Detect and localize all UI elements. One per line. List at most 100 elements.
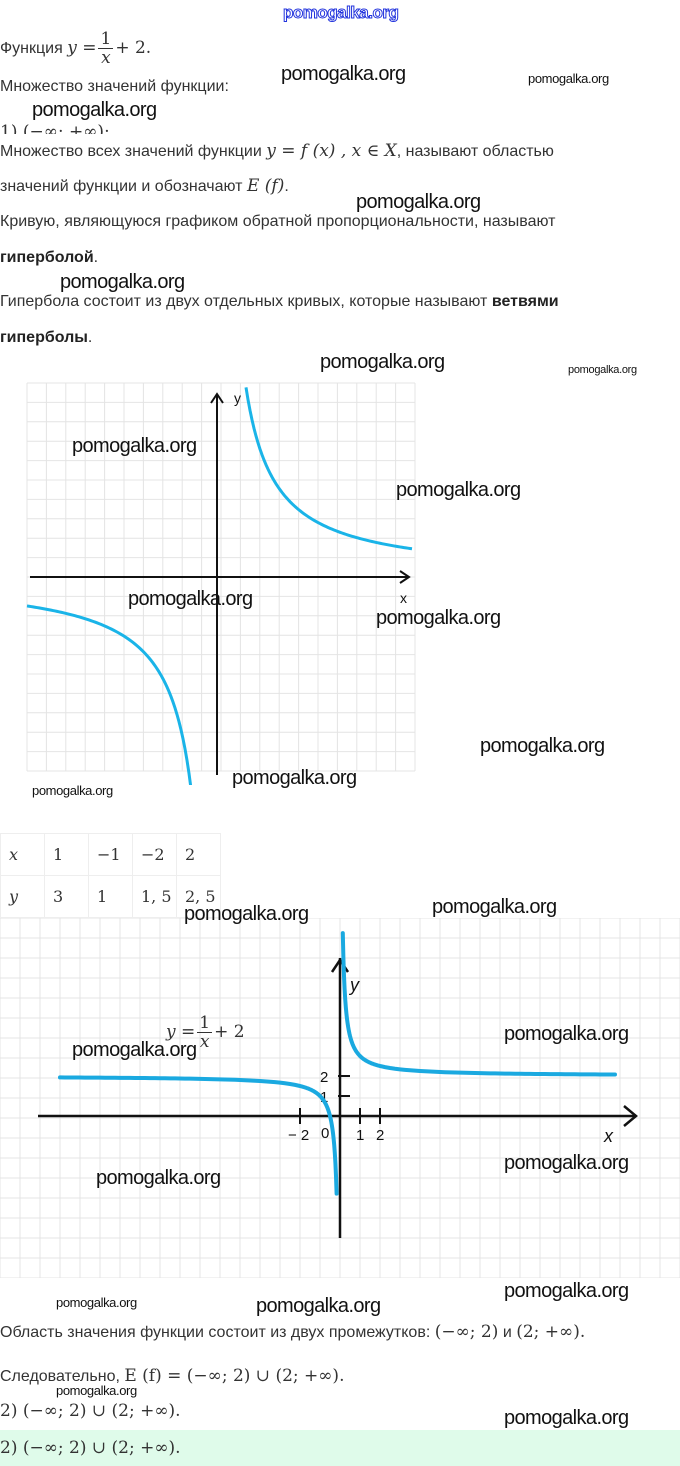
- denominator: x: [101, 48, 111, 69]
- watermark: pomogalka.org: [320, 351, 445, 373]
- option-2[interactable]: 2) (−∞; 2) ∪ (2; +∞).: [0, 1401, 181, 1421]
- definition-line-1: Множество всех значений функции y = f (x…: [0, 141, 554, 162]
- watermark: pomogalka.org: [128, 588, 253, 610]
- text: значений функции и обозначают: [0, 178, 243, 195]
- table-cell: 1: [44, 833, 89, 876]
- table-cell: −1: [88, 833, 133, 876]
- term-branches: ветвями: [491, 293, 559, 310]
- function-statement: Функция y = 1 x + 2.: [0, 28, 151, 69]
- option-1[interactable]: 1) (−∞; +∞);: [0, 122, 110, 134]
- hyperbola-line-2: гиперболой.: [0, 248, 98, 268]
- watermark: pomogalka.org: [504, 1407, 629, 1429]
- interval: (2; +∞).: [516, 1322, 586, 1342]
- definition-line-2: значений функции и обозначают E (f).: [0, 176, 289, 197]
- text: .: [93, 249, 99, 266]
- y-tick-label: 1: [320, 1089, 328, 1106]
- text: и: [502, 1324, 512, 1341]
- formula-rhs: + 2.: [115, 38, 152, 58]
- y-tick-label: 2: [320, 1069, 328, 1086]
- x-axis-arrow: [399, 570, 411, 584]
- x-tick-label: 2: [376, 1127, 384, 1144]
- watermark: pomogalka.org: [72, 1039, 197, 1061]
- watermark: pomogalka.org: [282, 3, 399, 23]
- watermark: pomogalka.org: [528, 71, 609, 86]
- x-axis-label: x: [603, 1126, 614, 1146]
- conclusion-line: Область значения функции состоит из двух…: [0, 1322, 585, 1343]
- y-axis-label: y: [348, 975, 360, 995]
- origin-label: 0: [321, 1125, 329, 1142]
- watermark: pomogalka.org: [504, 1152, 629, 1174]
- formula: E (f) = (−∞; 2) ∪ (2; +∞).: [124, 1366, 345, 1386]
- branches-line-1: Гипербола состоит из двух отдельных крив…: [0, 292, 559, 312]
- watermark: pomogalka.org: [281, 63, 406, 85]
- x-axis-label: x: [400, 590, 407, 606]
- formula: E (f): [246, 176, 285, 196]
- x-tick-label: − 2: [288, 1127, 309, 1144]
- watermark: pomogalka.org: [56, 1295, 137, 1310]
- answer-text: 2) (−∞; 2) ∪ (2; +∞).: [0, 1438, 181, 1458]
- watermark: pomogalka.org: [568, 364, 637, 376]
- branches-line-2: гиперболы.: [0, 328, 92, 348]
- watermark: pomogalka.org: [232, 767, 357, 789]
- text: , называют областью: [396, 143, 554, 160]
- watermark: pomogalka.org: [376, 607, 501, 629]
- text: Следовательно,: [0, 1368, 120, 1385]
- interval: (−∞; 2): [434, 1322, 499, 1342]
- watermark: pomogalka.org: [32, 99, 157, 121]
- function-branch-right: [340, 931, 617, 1077]
- table-row: y 3 1 1, 5 2, 5: [0, 875, 221, 918]
- watermark: pomogalka.org: [256, 1295, 381, 1317]
- watermark: pomogalka.org: [396, 479, 521, 501]
- term-hyperbola-gen: гиперболы: [0, 329, 88, 346]
- therefore-line: Следовательно, E (f) = (−∞; 2) ∪ (2; +∞)…: [0, 1366, 344, 1387]
- text: .: [87, 329, 93, 346]
- hyperbola-branch-left: [26, 604, 193, 785]
- x-axis-arrow: [623, 1105, 638, 1127]
- values-table: x 1 −1 −2 2 y 3 1 1, 5 2, 5: [0, 833, 221, 918]
- watermark: pomogalka.org: [56, 1383, 137, 1398]
- watermark: pomogalka.org: [432, 896, 557, 918]
- y-axis-label: y: [234, 390, 241, 406]
- watermark: pomogalka.org: [356, 191, 481, 213]
- watermark: pomogalka.org: [60, 271, 185, 293]
- numerator: 1: [197, 1013, 213, 1034]
- term-hyperbola: гиперболой: [0, 249, 94, 266]
- table-cell: 1, 5: [132, 875, 177, 918]
- hyperbola-line-1: Кривую, являющуюся графиком обратной про…: [0, 213, 556, 230]
- denominator: x: [199, 1032, 210, 1053]
- watermark: pomogalka.org: [184, 903, 309, 925]
- function-label: Функция: [0, 40, 63, 57]
- watermark: pomogalka.org: [72, 435, 197, 457]
- table-cell: 3: [44, 875, 89, 918]
- hyperbola-branch-right: [244, 387, 413, 551]
- range-question: Множество значений функции:: [0, 78, 229, 95]
- watermark: pomogalka.org: [96, 1167, 221, 1189]
- text: Множество всех значений функции: [0, 143, 262, 160]
- watermark: pomogalka.org: [504, 1023, 629, 1045]
- table-cell: −2: [132, 833, 177, 876]
- hyperbola-graph: yx: [26, 382, 416, 785]
- formula: y = f (x) , x ∈ X: [266, 141, 397, 161]
- text: Гипербола состоит из двух отдельных крив…: [0, 293, 488, 310]
- watermark: pomogalka.org: [504, 1280, 629, 1302]
- table-cell: 1: [88, 875, 133, 918]
- table-cell: 2, 5: [176, 875, 221, 918]
- table-row: x 1 −1 −2 2: [0, 833, 221, 876]
- formula-lhs: y =: [166, 1022, 196, 1042]
- formula-lhs: y =: [67, 38, 97, 58]
- function-branch-left: [58, 1075, 339, 1196]
- text: .: [284, 178, 289, 195]
- watermark: pomogalka.org: [480, 735, 605, 757]
- text: Область значения функции состоит из двух…: [0, 1324, 431, 1341]
- numerator: 1: [98, 29, 114, 50]
- x-tick-label: 1: [356, 1127, 364, 1144]
- formula-rhs: + 2: [214, 1022, 245, 1042]
- graph-formula: y = 1 x + 2: [166, 1012, 245, 1053]
- table-cell: y: [0, 875, 45, 918]
- answer-box: 2) (−∞; 2) ∪ (2; +∞).: [0, 1430, 680, 1466]
- watermark: pomogalka.org: [32, 783, 113, 798]
- table-cell: 2: [176, 833, 221, 876]
